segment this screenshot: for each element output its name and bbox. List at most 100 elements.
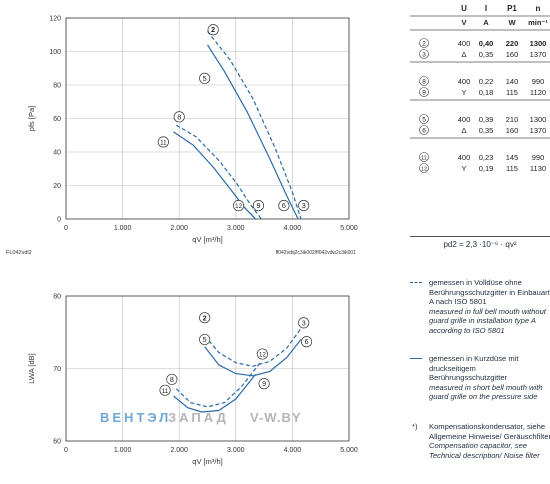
watermark: ВЕНТЭЛ ЗАПАД V-W.BY (100, 410, 302, 425)
legend-solid-en: measured in short bell mouth with guard … (429, 382, 543, 402)
table-cell: 400 (458, 77, 471, 86)
curve-marker-label: 5 (203, 335, 207, 344)
table-header: I (485, 4, 487, 13)
series-line-2 (204, 328, 302, 367)
row-marker-label: 2 (422, 40, 426, 47)
table-cell: 0,19 (479, 164, 494, 173)
table-cell: 0,23 (479, 153, 494, 162)
row-marker-circle (419, 38, 429, 48)
pressure-formula: pd2 = 2,3 ·10⁻⁶ · qv² (443, 240, 517, 249)
table-cell: 1120 (530, 88, 546, 97)
curve-marker-label: 3 (302, 201, 306, 210)
solid-line-swatch (410, 358, 422, 359)
row-marker-label: 11 (421, 155, 427, 161)
table-cell: Y (461, 88, 466, 97)
x-tick-label: 3.000 (227, 225, 245, 232)
x-tick-label: 3.000 (227, 447, 245, 454)
table-cell: 400 (458, 153, 471, 162)
curve-marker-label: 8 (170, 375, 174, 384)
table-cell: 160 (506, 126, 519, 135)
y-axis-label: LWA [dB] (27, 353, 36, 383)
curve-marker-circle (199, 72, 211, 84)
x-tick-label: 4.000 (284, 225, 302, 232)
y-tick-label: 20 (53, 183, 61, 190)
table-cell: 115 (506, 88, 518, 97)
row-marker-circle (419, 125, 429, 135)
curve-marker-label: 9 (256, 201, 260, 210)
curve-marker-circle (278, 200, 290, 212)
table-cell: 1300 (530, 39, 547, 48)
curve-marker-circle (298, 200, 310, 212)
table-unit: A (483, 18, 489, 27)
table-cell: 115 (506, 164, 518, 173)
curve-marker-label: 5 (203, 74, 207, 83)
table-cell: 220 (506, 39, 519, 48)
curve-marker-circle (256, 348, 268, 360)
legend-dashed-de: gemessen in Volldüse ohne Berührungsschu… (429, 278, 550, 307)
table-cell: 0,35 (479, 126, 494, 135)
y-tick-label: 80 (53, 294, 61, 301)
curve-marker-circle (258, 378, 270, 390)
note-mark: *) (412, 422, 418, 431)
row-marker-label: 9 (422, 89, 426, 96)
x-tick-label: 0 (64, 447, 68, 454)
table-cell: 0,18 (479, 88, 494, 97)
row-marker-label: 8 (422, 78, 426, 85)
table-header: U (461, 4, 467, 13)
row-marker-label: 5 (422, 116, 426, 123)
y-tick-label: 100 (49, 49, 61, 56)
watermark-text-c: V-W.BY (250, 410, 302, 425)
watermark-text-b: ЗАПАД (168, 410, 229, 425)
fan-characteristic-charts: FL042vdl2 ff042vdq2c3ik002/ff042vdw2c3ik… (6, 16, 358, 467)
table-cell: 400 (458, 115, 471, 124)
y-tick-label: 60 (53, 439, 61, 446)
pressure-formula-box: pd2 = 2,3 ·10⁻⁶ · qv² (410, 236, 550, 249)
chart-id-label: FL042vdl2 (6, 250, 32, 256)
plot-frame (65, 17, 350, 220)
series-line-8 (175, 360, 262, 408)
row-marker-label: 3 (422, 51, 426, 58)
watermark-text-a: ВЕНТЭЛ (100, 410, 171, 425)
series-line-8 (176, 124, 262, 220)
chart-1: 0 1.000 2.000 3.000 4.000 5.000 0 20 40 60 80 100 12… (27, 16, 358, 245)
series-line-5 (204, 339, 302, 377)
y-tick-label: 70 (53, 366, 61, 373)
curve-marker-circle (298, 317, 310, 329)
y-tick-label: 120 (49, 16, 61, 23)
curve-marker-label: 8 (177, 112, 181, 121)
plot-frame (65, 295, 350, 442)
curve-marker-label: 2 (211, 25, 215, 34)
curve-marker-circle (157, 136, 169, 148)
series-line-11 (173, 373, 257, 413)
y-tick-label: 60 (53, 116, 61, 123)
table-cell: 210 (506, 115, 519, 124)
table-cell: 0,22 (479, 77, 494, 86)
legend-note-de: Kompensationskondensator, siehe Allgemei… (429, 422, 550, 441)
legend-note-en: Compensation capacitor, see Technical de… (429, 441, 540, 460)
table-cell: Δ (461, 50, 466, 59)
row-marker-circle (419, 114, 429, 124)
curve-marker-circle (159, 384, 171, 396)
table-unit: W (508, 18, 516, 27)
table-cell: Y (461, 164, 466, 173)
series-line-11 (173, 131, 257, 220)
curve-marker-circle (199, 333, 211, 346)
dashed-line-swatch (410, 282, 422, 283)
table-cell: 1300 (530, 115, 547, 124)
table-cell: 160 (506, 50, 519, 59)
legend-solid-de: gemessen in Kurzdüse mit druckseitigem B… (429, 354, 519, 383)
curve-marker-label: 3 (302, 318, 306, 327)
x-tick-label: 2.000 (170, 447, 188, 454)
row-marker-circle (419, 49, 429, 59)
curve-marker-label: 12 (235, 203, 242, 210)
table-header: n (536, 4, 541, 13)
table-cell: 400 (458, 39, 471, 48)
x-tick-label: 5.000 (340, 225, 358, 232)
row-marker-label: 6 (422, 127, 426, 134)
table-header: P1 (507, 4, 517, 13)
curve-marker-circle (199, 312, 211, 324)
x-tick-label: 5.000 (340, 447, 358, 454)
table-unit: V (461, 18, 466, 27)
